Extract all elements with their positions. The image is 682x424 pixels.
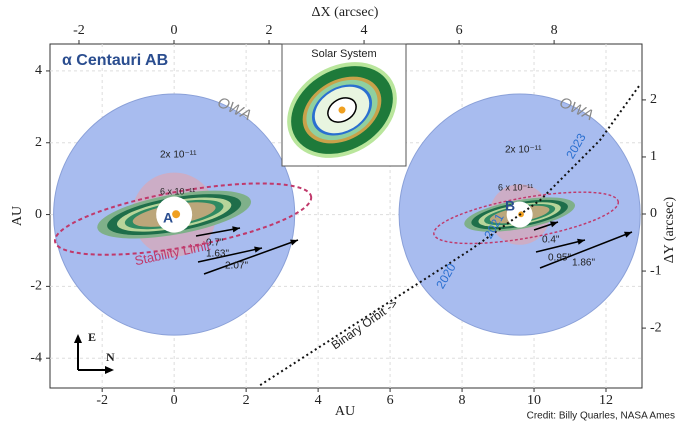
arrow-head — [290, 239, 298, 246]
x2-axis-label: ΔX (arcsec) — [312, 5, 379, 20]
arrow — [539, 231, 633, 269]
x-tick-label: 10 — [527, 393, 541, 408]
star-label: B — [505, 198, 515, 214]
arrow-head — [254, 246, 262, 253]
y2-tick-label: -1 — [650, 263, 662, 278]
separation-label: 1.63" — [206, 249, 229, 260]
x-tick-label: 12 — [599, 393, 613, 408]
binary-orbit — [259, 84, 641, 386]
y2-tick-label: 0 — [650, 206, 657, 221]
y-tick-label: 4 — [35, 63, 42, 78]
x-tick-label: 6 — [387, 393, 394, 408]
x-axis-label: AU — [335, 404, 355, 419]
x2-tick-label: -2 — [73, 23, 85, 38]
y-tick-label: 0 — [35, 207, 42, 222]
compass-label: E — [88, 330, 96, 344]
x-tick-label: 4 — [315, 393, 322, 408]
inset-title: Solar System — [311, 48, 376, 60]
compass-label: N — [106, 350, 115, 364]
x-tick-label: 2 — [243, 393, 250, 408]
arrow-head — [550, 221, 558, 228]
arrow-head — [624, 231, 632, 238]
x-tick-label: 8 — [459, 393, 466, 408]
arrow — [197, 247, 263, 263]
x2-tick-label: 8 — [551, 23, 558, 38]
arrow-head — [577, 238, 585, 245]
x2-tick-label: 2 — [266, 23, 273, 38]
habitable-zone — [53, 172, 313, 257]
y-tick-label: 2 — [35, 135, 42, 150]
separation-label: 1.86" — [572, 258, 595, 269]
contrast-label: 6 x 10⁻¹¹ — [160, 186, 195, 196]
separation-label: 0.95" — [548, 253, 571, 264]
inset-orbit — [327, 97, 357, 123]
arrow — [195, 227, 241, 237]
contrast-label: 2x 10⁻¹¹ — [505, 145, 542, 156]
inset-sun — [338, 106, 346, 114]
contrast-label: 6 x 10⁻¹¹ — [498, 182, 533, 192]
x2-tick-label: 4 — [361, 23, 368, 38]
separation-label: 0.4" — [542, 235, 560, 246]
x2-tick-label: 6 — [456, 23, 463, 38]
y-tick-label: -2 — [30, 279, 42, 294]
y2-tick-label: -2 — [650, 320, 662, 335]
y-axis-label: AU — [10, 206, 25, 226]
separation-label: 2.07" — [225, 261, 248, 272]
y2-axis-label: ΔY (arcsec) — [662, 196, 677, 263]
x-tick-label: 0 — [171, 393, 178, 408]
inset-system — [287, 62, 397, 158]
y-tick-label: -4 — [30, 350, 42, 365]
contrast-label: 2x 10⁻¹¹ — [160, 150, 197, 161]
y2-tick-label: 1 — [650, 149, 657, 164]
arrow — [535, 239, 586, 253]
arrow — [203, 239, 299, 275]
star — [172, 210, 181, 219]
credit: Credit: Billy Quarles, NASA Ames — [527, 411, 675, 422]
arrow-head — [232, 226, 240, 233]
separation-label: 0.7" — [206, 238, 224, 249]
chart-title: α Centauri AB — [62, 52, 168, 69]
compass-head — [105, 366, 114, 374]
star-label: A — [163, 210, 173, 226]
y2-tick-label: 2 — [650, 92, 657, 107]
compass-head — [74, 334, 82, 343]
x-tick-label: -2 — [96, 393, 108, 408]
stability-limit — [53, 182, 313, 256]
x2-tick-label: 0 — [171, 23, 178, 38]
stability-limit — [433, 191, 620, 245]
